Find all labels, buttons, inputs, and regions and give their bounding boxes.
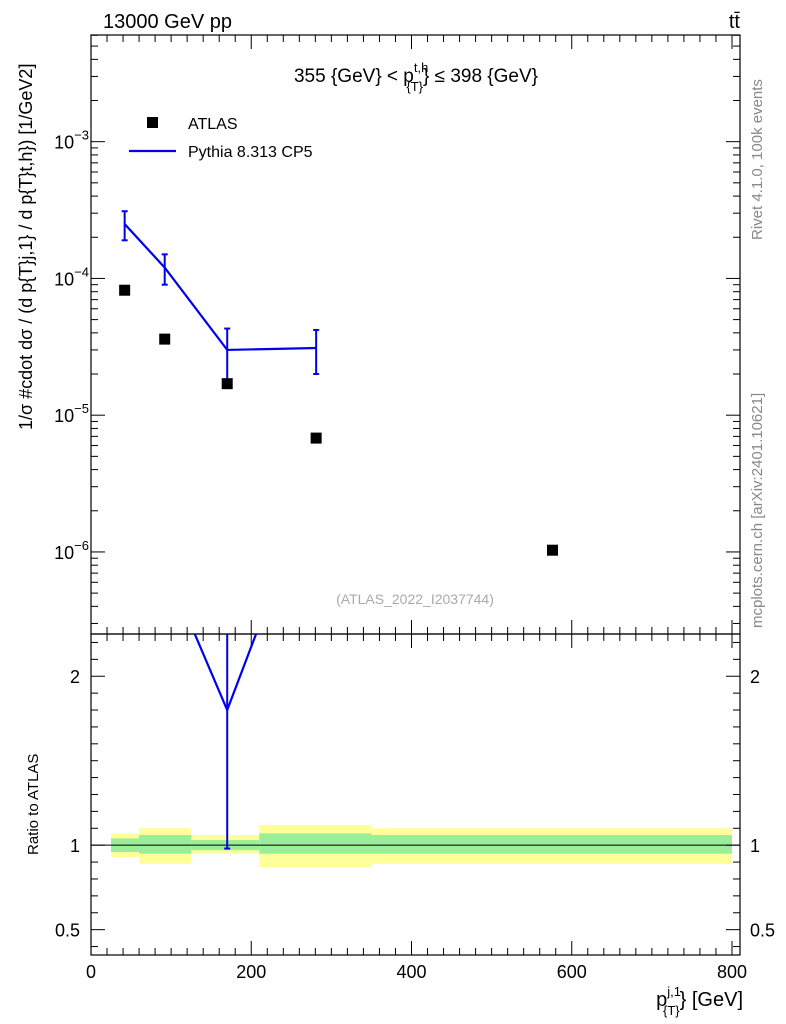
main-ticks: 10−610−510−410−3: [54, 34, 740, 634]
ratio-inner-band: [259, 833, 372, 854]
ratio-inner-band: [371, 835, 732, 854]
y-tick-base: 10: [54, 133, 74, 153]
atlas-point: [547, 544, 559, 556]
atlas-point: [119, 284, 131, 296]
atlas-point: [310, 432, 322, 444]
atlas-point: [221, 378, 233, 390]
y-tick-exponent: −4: [74, 264, 89, 279]
main-panel: 10−610−510−410−3 355 {GeV} < pt,h {T}} ≤ …: [16, 34, 741, 635]
ratio-pythia-line: [193, 634, 258, 713]
atlas-point: [159, 333, 171, 345]
y-tick-label: 10−5: [54, 401, 89, 426]
title-sup: t,h: [414, 60, 428, 75]
y-tick-exponent: −5: [74, 401, 89, 416]
legend: ATLAS Pythia 8.313 CP5: [129, 116, 313, 161]
ratio-y-tick-label-right: 1: [750, 836, 760, 856]
x-tick-label: 0: [86, 962, 96, 982]
ratio-y-tick-label-right: 2: [750, 667, 760, 687]
title-pre: 355 {GeV} < p: [294, 66, 414, 87]
main-ylabel: 1/σ #cdot dσ / (d p{T}j,1} / d p{T}t,h})…: [16, 64, 36, 430]
legend-atlas-label: ATLAS: [188, 116, 238, 133]
ratio-bands: [91, 824, 740, 868]
ylabel-text: 1/σ #cdot dσ / (d p{T}j,1} / d p{T}t,h})…: [16, 64, 36, 430]
pythia-line: [123, 223, 317, 352]
mcplots-label: mcplots.cern.ch [arXiv:2401.10621]: [749, 393, 766, 628]
x-tick-label: 400: [396, 962, 426, 982]
ratio-panel: 0 200 400 600 800 0.5 0.5 1 1 2 2 Ratio to ATLAS: [25, 633, 775, 982]
legend-atlas-marker: [147, 117, 158, 128]
y-tick-label: 10−6: [54, 538, 89, 563]
ratio-y-tick-label-right: 0.5: [750, 921, 775, 941]
rivet-label: Rivet 4.1.0, 100k events: [749, 79, 766, 240]
y-tick-label: 10−3: [54, 128, 89, 153]
title-sub: {T}: [406, 79, 423, 94]
ratio-y-tick-label-left: 0.5: [55, 921, 80, 941]
ratio-y-tick-label-left: 2: [70, 667, 80, 687]
y-tick-base: 10: [54, 406, 74, 426]
xlabel-pre: p: [656, 989, 667, 1011]
xlabel: pj,1 {T}} [GeV]: [656, 984, 743, 1018]
title-post: } ≤ 398 {GeV}: [423, 66, 538, 87]
xlabel-sub: {T}: [663, 1003, 680, 1018]
ratio-ticks: 0 200 400 600 800 0.5 0.5 1 1 2 2: [55, 634, 775, 982]
ratio-ylabel: Ratio to ATLAS: [25, 754, 42, 855]
legend-pythia-label: Pythia 8.313 CP5: [188, 144, 313, 161]
main-data: [119, 210, 559, 556]
y-tick-base: 10: [54, 269, 74, 289]
x-tick-label: 600: [557, 962, 587, 982]
y-tick-base: 10: [54, 543, 74, 563]
xlabel-sup: j,1: [666, 984, 681, 999]
ratio-y-tick-label-left: 1: [70, 836, 80, 856]
xlabel-post: } [GeV]: [680, 989, 743, 1011]
collision-label: 13000 GeV pp: [103, 11, 232, 33]
process-label: tt̄: [729, 11, 741, 33]
x-tick-label: 200: [236, 962, 266, 982]
panel-title: 355 {GeV} < pt,h {T}} ≤ 398 {GeV}: [294, 60, 538, 94]
ratio-inner-band: [139, 835, 192, 854]
x-tick-label: 800: [717, 962, 747, 982]
ratio-data: [193, 634, 258, 850]
analysis-watermark: (ATLAS_2022_I2037744): [336, 591, 494, 607]
ratio-frame: [90, 633, 741, 956]
y-tick-exponent: −6: [74, 538, 89, 553]
y-tick-label: 10−4: [54, 264, 89, 289]
y-tick-exponent: −3: [74, 128, 89, 143]
